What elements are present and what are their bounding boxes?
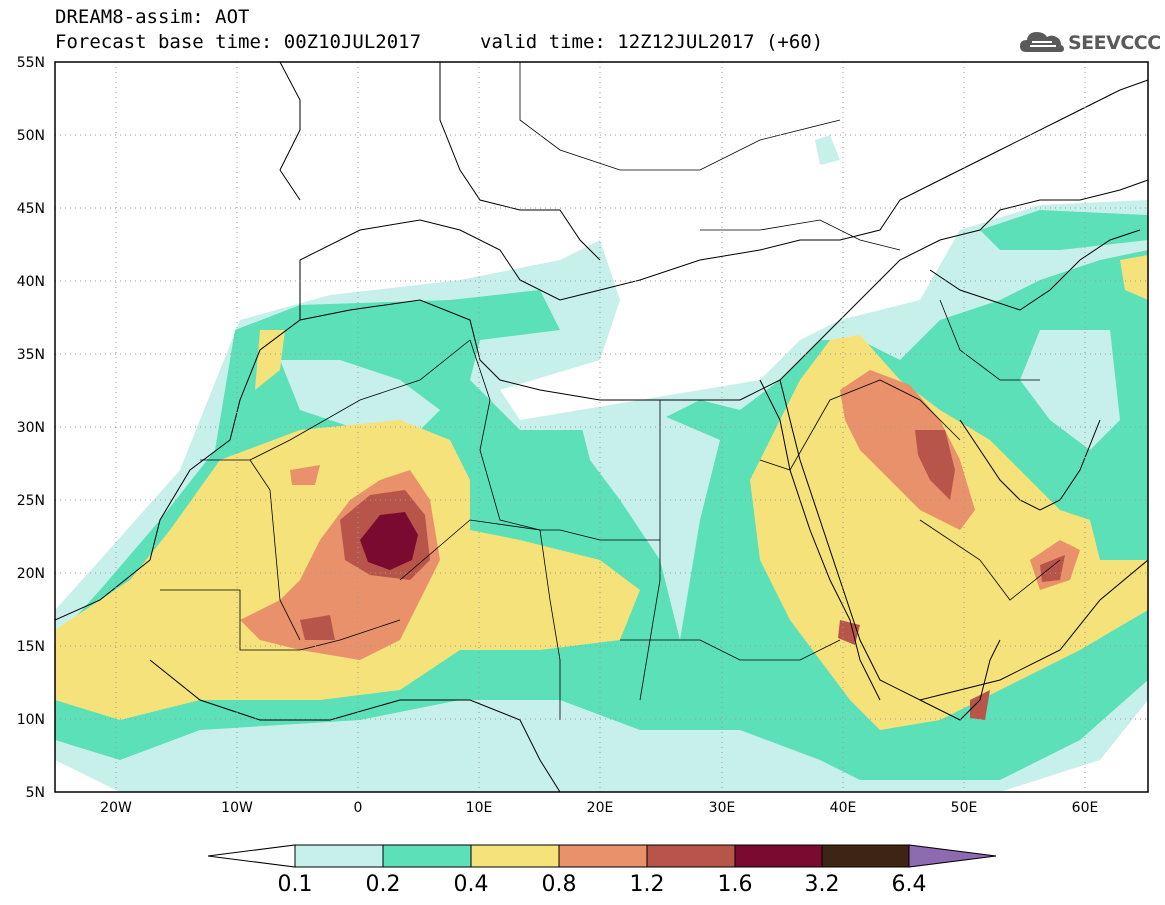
lon-label: 10W [221,800,253,816]
map-frame [54,61,1149,793]
lat-label: 20N [17,566,45,582]
lat-label: 30N [17,420,45,436]
colorbar-label: 0.4 [454,872,489,897]
lon-label: 20W [100,800,132,816]
coastlines [55,62,1148,792]
country-borders [160,62,1061,720]
cloud-icon [1020,32,1064,52]
colorbar-label: 0.1 [278,872,313,897]
colorbar-segment [294,844,384,868]
colorbar-segment [646,844,736,868]
colorbar-segment [558,844,648,868]
longitude-axis: 20W 10W 0 10E 20E 30E 40E 50E 60E [100,800,1098,816]
aot-band-1.6 [360,512,418,570]
colorbar-segment [821,844,910,868]
colorbar-overflow-triangle [908,844,997,868]
lon-label: 30E [709,800,736,816]
lon-label: 60E [1072,800,1099,816]
lat-label: 55N [17,55,45,71]
latitude-axis: 55N 50N 45N 40N 35N 30N 25N 20N 15N 10N … [17,55,45,801]
lon-label: 10E [466,800,493,816]
lat-label: 45N [17,201,45,217]
lon-label: 0 [354,800,363,816]
lat-label: 50N [17,128,45,144]
colorbar-label: 1.2 [630,872,665,897]
colorbar-underflow-triangle [207,844,296,868]
colorbar-segment [470,844,560,868]
title-variable: DREAM8-assim: AOT [55,6,250,28]
lon-label: 20E [587,800,614,816]
graticule [55,62,1148,792]
lon-label: 50E [951,800,978,816]
lat-label: 15N [17,639,45,655]
lon-label: 40E [830,800,857,816]
logo-text: SEEVCCC [1068,32,1161,54]
lat-label: 40N [17,274,45,290]
lat-label: 5N [26,785,45,801]
seevccc-logo: SEEVCCC [1018,24,1161,60]
colorbar-segment [734,844,823,868]
colorbar-label: 0.2 [366,872,401,897]
lat-label: 35N [17,347,45,363]
colorbar: 0.1 0.2 0.4 0.8 1.2 1.6 3.2 6.4 [207,844,997,897]
valid-time: valid time: 12Z12JUL2017 (+60) [480,31,824,53]
colorbar-label: 1.6 [718,872,753,897]
lat-label: 25N [17,493,45,509]
colorbar-segment [382,844,472,868]
colorbar-label: 0.8 [542,872,577,897]
lat-label: 10N [17,712,45,728]
colorbar-label: 6.4 [892,872,927,897]
forecast-base-time: Forecast base time: 00Z10JUL2017 [55,31,422,53]
aot-band-0.1-inner [280,330,1120,640]
aot-field [55,135,1148,792]
colorbar-label: 3.2 [805,872,840,897]
